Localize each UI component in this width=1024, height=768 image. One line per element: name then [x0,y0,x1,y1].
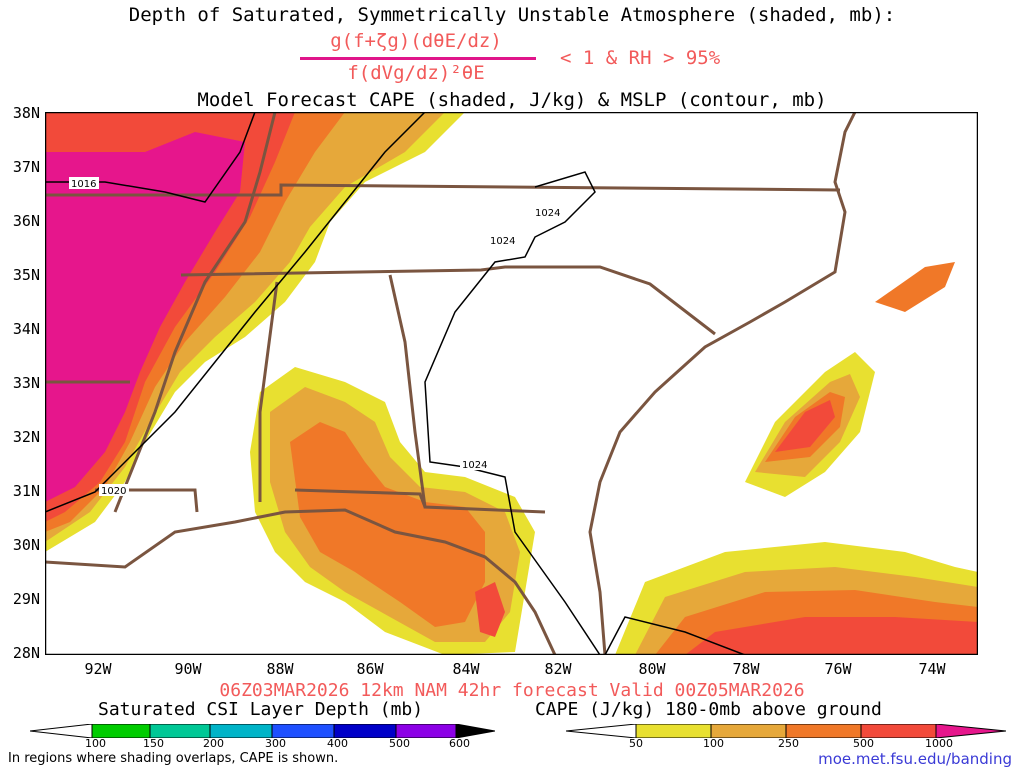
lat-label-28n: 28N [12,644,40,662]
forecast-valid-line: 06Z03MAR2026 12km NAM 42hr forecast Vali… [219,680,805,701]
csi-swatch-below [30,724,93,738]
pressure-label-south: 1024 [462,460,487,471]
tennessee-georgia-border [180,265,716,336]
lon-label-84w: 84W [452,660,480,678]
mississippi-river [113,112,277,513]
gulf-coastline [45,508,557,655]
overlap-note: In regions where shading overlaps, CAPE … [8,751,339,766]
csi-tick-400: 400 [327,737,348,750]
csi-tick-150: 150 [143,737,164,750]
title-line-1: Depth of Saturated, Symmetrically Unstab… [128,4,896,26]
cape-shading-west [45,112,465,552]
cape-shading-atlantic [615,262,978,655]
cape-tick-250: 250 [778,737,799,750]
csi-colorbar-title: Saturated CSI Layer Depth (mb) [98,699,424,720]
atlantic-coastline [588,112,857,655]
title-line-3: Model Forecast CAPE (shaded, J/kg) & MSL… [197,89,827,111]
cape-shading-central [250,367,535,655]
cape-tick-50: 50 [629,737,643,750]
csi-tick-600: 600 [449,737,470,750]
lat-label-35n: 35N [12,266,40,284]
csi-tick-300: 300 [265,737,286,750]
lon-label-74w: 74W [918,660,946,678]
lon-label-82w: 82W [544,660,572,678]
state-boundaries [45,112,857,655]
cape-swatch-250 [785,724,862,738]
lon-label-80w: 80W [638,660,666,678]
csi-swatch-300 [271,724,335,738]
lat-label-32n: 32N [12,428,40,446]
pressure-label-southwest: 1020 [101,486,126,497]
cape-swatch-below [566,724,637,738]
alabama-florida-border [294,488,427,508]
isobar-1024-south [604,616,746,655]
forecast-map: 1016 1020 1024 1024 1024 [45,112,978,655]
lat-label-38n: 38N [12,104,40,122]
csi-colorbar [30,724,495,738]
cape-swatch-above [935,724,1006,738]
lat-label-29n: 29N [12,590,40,608]
condition-text: < 1 & RH > 95% [560,47,721,69]
csi-swatch-200 [209,724,273,738]
csi-swatch-500 [395,724,457,738]
cape-tick-1000: 1000 [925,737,953,750]
pressure-label-northeast-b: 1024 [490,236,515,247]
csi-tick-100: 100 [85,737,106,750]
cape-swatch-500 [860,724,937,738]
kentucky-tennessee-border [45,183,841,197]
csi-tick-200: 200 [203,737,224,750]
mississippi-alabama-border [258,281,279,502]
fraction-numerator: g(f+ζg)(dθE/dz) [330,30,502,52]
lat-label-33n: 33N [12,374,40,392]
lon-label-90w: 90W [174,660,202,678]
cape-tick-100: 100 [703,737,724,750]
lat-label-34n: 34N [12,320,40,338]
pressure-labels: 1016 1020 1024 1024 1024 [69,177,563,497]
map-frame [45,112,978,655]
source-url[interactable]: moe.met.fsu.edu/banding [818,750,1012,768]
pressure-label-west: 1016 [71,179,96,190]
lon-label-88w: 88W [266,660,294,678]
fraction-denominator: f(dVg/dz)²θE [347,62,485,84]
lon-label-92w: 92W [84,660,112,678]
cape-tick-500: 500 [853,737,874,750]
csi-swatch-above [455,724,495,738]
lon-label-76w: 76W [824,660,852,678]
cape-swatch-100 [710,724,787,738]
csi-swatch-400 [333,724,397,738]
lat-label-31n: 31N [12,482,40,500]
lat-label-36n: 36N [12,212,40,230]
cape-colorbar [566,724,1006,738]
lon-label-78w: 78W [732,660,760,678]
lat-label-37n: 37N [12,158,40,176]
cape-colorbar-title: CAPE (J/kg) 180-0mb above ground [535,699,882,720]
csi-swatch-100 [91,724,151,738]
csi-swatch-150 [149,724,211,738]
pressure-label-northeast-a: 1024 [535,208,560,219]
isobar-1024 [424,171,601,655]
lat-label-30n: 30N [12,536,40,554]
csi-tick-500: 500 [389,737,410,750]
cape-swatch-50 [635,724,712,738]
alabama-georgia-border [388,274,546,514]
fraction-bar [300,57,536,60]
lon-label-86w: 86W [356,660,384,678]
isobar-1020 [45,112,426,513]
